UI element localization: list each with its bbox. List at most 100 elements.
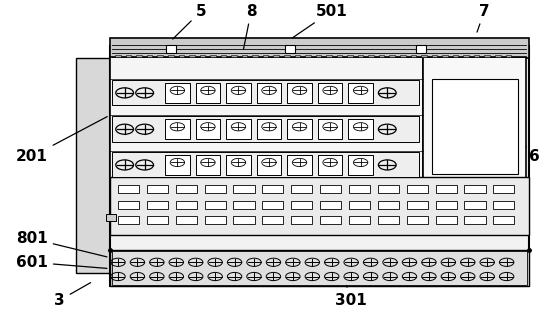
- Bar: [263, 55, 268, 57]
- Bar: [436, 185, 456, 193]
- Bar: [147, 55, 152, 57]
- Bar: [378, 185, 399, 193]
- Bar: [147, 185, 168, 193]
- Bar: [368, 55, 374, 57]
- Bar: [378, 201, 399, 209]
- Bar: [242, 55, 247, 57]
- Bar: [110, 57, 424, 179]
- Bar: [400, 55, 406, 57]
- Text: 201: 201: [16, 117, 107, 164]
- Text: 6: 6: [526, 147, 540, 164]
- Bar: [287, 119, 312, 139]
- Bar: [463, 55, 469, 57]
- Bar: [262, 217, 283, 224]
- Bar: [285, 45, 295, 53]
- Bar: [436, 201, 456, 209]
- Bar: [118, 217, 139, 224]
- Bar: [226, 119, 251, 139]
- Bar: [233, 217, 254, 224]
- Bar: [118, 201, 139, 209]
- Bar: [320, 185, 341, 193]
- Bar: [316, 55, 321, 57]
- Text: 501: 501: [292, 4, 348, 38]
- Bar: [436, 217, 456, 224]
- Bar: [157, 55, 163, 57]
- Bar: [295, 55, 300, 57]
- Bar: [349, 217, 370, 224]
- Bar: [416, 45, 426, 53]
- Bar: [252, 55, 258, 57]
- Bar: [76, 58, 111, 273]
- Bar: [147, 201, 168, 209]
- Bar: [495, 55, 501, 57]
- Bar: [349, 185, 370, 193]
- Bar: [424, 57, 526, 179]
- Bar: [176, 201, 197, 209]
- Bar: [110, 38, 529, 58]
- Bar: [165, 119, 190, 139]
- Bar: [432, 55, 437, 57]
- Bar: [196, 83, 220, 103]
- Bar: [506, 55, 511, 57]
- Bar: [176, 217, 197, 224]
- Bar: [336, 55, 342, 57]
- Bar: [136, 55, 142, 57]
- Bar: [231, 55, 237, 57]
- Bar: [348, 83, 373, 103]
- Bar: [318, 83, 342, 103]
- Bar: [287, 155, 312, 175]
- Bar: [179, 55, 184, 57]
- Bar: [112, 80, 420, 105]
- Bar: [442, 55, 448, 57]
- Bar: [349, 201, 370, 209]
- Bar: [379, 55, 384, 57]
- Bar: [407, 217, 428, 224]
- Bar: [453, 55, 458, 57]
- Bar: [118, 185, 139, 193]
- Bar: [348, 155, 373, 175]
- Bar: [126, 55, 131, 57]
- Bar: [205, 201, 225, 209]
- Bar: [347, 55, 353, 57]
- Bar: [378, 217, 399, 224]
- Bar: [273, 55, 279, 57]
- Bar: [257, 119, 281, 139]
- Bar: [166, 45, 176, 53]
- Bar: [484, 55, 490, 57]
- Bar: [320, 217, 341, 224]
- Bar: [318, 155, 342, 175]
- Bar: [226, 83, 251, 103]
- Bar: [291, 201, 312, 209]
- Bar: [189, 55, 195, 57]
- Bar: [200, 55, 205, 57]
- Bar: [291, 217, 312, 224]
- Bar: [421, 55, 427, 57]
- Bar: [326, 55, 332, 57]
- Bar: [493, 201, 514, 209]
- Bar: [474, 55, 479, 57]
- Bar: [210, 55, 216, 57]
- Bar: [348, 119, 373, 139]
- Bar: [284, 55, 290, 57]
- Bar: [287, 83, 312, 103]
- Bar: [115, 55, 121, 57]
- Bar: [147, 217, 168, 224]
- Text: 801: 801: [16, 231, 107, 257]
- Bar: [196, 155, 220, 175]
- Bar: [320, 201, 341, 209]
- Bar: [112, 251, 527, 285]
- Bar: [411, 55, 416, 57]
- Bar: [165, 83, 190, 103]
- Bar: [318, 119, 342, 139]
- Bar: [464, 185, 485, 193]
- Bar: [432, 79, 518, 174]
- Bar: [493, 217, 514, 224]
- Text: 8: 8: [243, 4, 257, 49]
- Bar: [110, 46, 529, 286]
- Bar: [221, 55, 226, 57]
- Text: 5: 5: [173, 4, 206, 39]
- Bar: [305, 55, 311, 57]
- Text: 3: 3: [54, 283, 90, 308]
- Bar: [233, 185, 254, 193]
- Bar: [262, 185, 283, 193]
